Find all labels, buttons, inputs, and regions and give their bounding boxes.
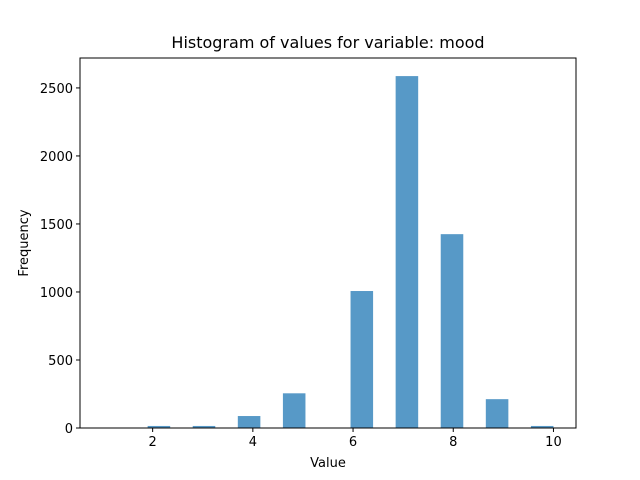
y-axis-label: Frequency <box>17 209 32 276</box>
bars-group <box>147 76 554 428</box>
y-tick-label: 2000 <box>40 150 73 165</box>
x-tick-label: 4 <box>249 435 257 450</box>
x-axis: 2 4 6 8 10 <box>149 428 562 450</box>
histogram-bar <box>237 416 261 428</box>
plot-frame <box>79 57 577 429</box>
x-tick-label: 8 <box>449 435 457 450</box>
y-tick-label: 0 <box>65 422 73 437</box>
x-tick-label: 2 <box>149 435 157 450</box>
y-tick-label: 2500 <box>40 82 73 97</box>
histogram-bar <box>530 425 554 428</box>
histogram-bar <box>192 425 216 428</box>
histogram-bar <box>282 393 306 428</box>
x-tick-label: 6 <box>349 435 357 450</box>
histogram-bar <box>350 291 374 428</box>
histogram-bar <box>440 234 464 428</box>
x-tick-label: 10 <box>545 435 562 450</box>
x-axis-label: Value <box>310 456 346 471</box>
y-tick-label: 1500 <box>40 218 73 233</box>
histogram-bar <box>395 76 419 428</box>
y-axis: 0 500 1000 1500 2000 2500 <box>40 82 80 437</box>
chart-title: Histogram of values for variable: mood <box>171 33 484 52</box>
y-tick-label: 1000 <box>40 286 73 301</box>
y-tick-label: 500 <box>48 354 73 369</box>
histogram-bar <box>147 425 171 428</box>
histogram-bar <box>485 399 509 428</box>
